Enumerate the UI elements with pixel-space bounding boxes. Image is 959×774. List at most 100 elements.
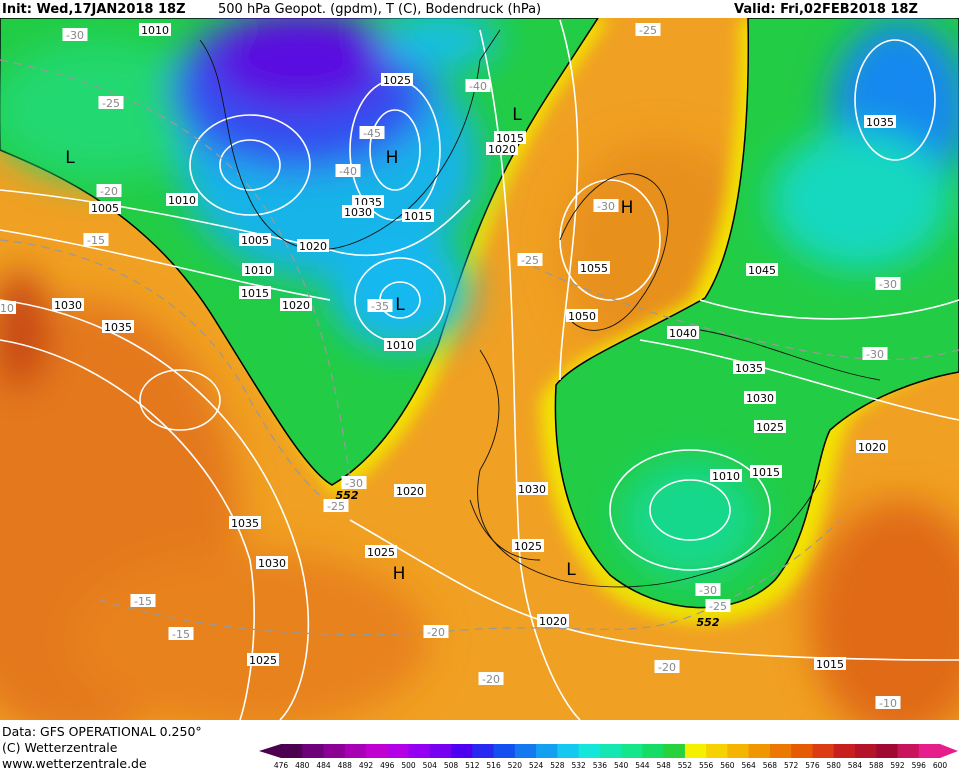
isobar-label: 1005: [91, 202, 119, 215]
colorbar: 476 480 484 488 492 496 500 504 508 512 516 520 524 5…: [259, 744, 958, 770]
isobar-label-box: [280, 298, 312, 311]
colorbar-cell: [918, 744, 941, 758]
colorbar-label: 500: [401, 761, 416, 770]
colorbar-cell: [302, 744, 325, 758]
colorbar-cell: [366, 744, 388, 758]
colorbar-label: 504: [423, 761, 438, 770]
isobar-label: 1005: [241, 234, 269, 247]
isobar-label-box: [394, 484, 426, 497]
init-time: Init: Wed,17JAN2018 18Z: [2, 2, 186, 17]
temperature-label-box: [423, 625, 449, 638]
colorbar-label: 596: [912, 761, 927, 770]
temperature-label-box: [695, 583, 721, 596]
isobar-label-box: [52, 298, 84, 311]
isobar-label-box: [139, 23, 171, 36]
temperature-label: -40: [469, 80, 487, 93]
temperature-label: -25: [327, 500, 345, 513]
isobar-label-box: [89, 201, 121, 214]
temperature-label-box: [705, 599, 731, 612]
isobar-label: 1020: [396, 485, 424, 498]
pressure-center: L: [65, 148, 75, 168]
isobar-label-box: [864, 115, 896, 128]
colorbar-end: [259, 744, 281, 758]
isobar-label: 1010: [712, 470, 740, 483]
isobar-label-box: [516, 482, 548, 495]
temperature-label: -20: [427, 626, 445, 639]
temperature-label-box: [168, 627, 194, 640]
isobar-label: 1035: [866, 116, 894, 129]
temperature-label: -30: [699, 584, 717, 597]
isobar-label-box: [239, 233, 271, 246]
isobar-label-box: [384, 338, 416, 351]
temperature-label: -45: [363, 127, 381, 140]
isobar-label-box: [667, 326, 699, 339]
map-title: 500 hPa Geopot. (gpdm), T (C), Bodendruc…: [218, 2, 541, 17]
temperature-label-box: [323, 499, 349, 512]
temperature-label-box: [593, 199, 619, 212]
isobar-label-box: [239, 286, 271, 299]
isobar-label: 1020: [539, 615, 567, 628]
colorbar-cell: [854, 744, 877, 758]
isobar-label: 1035: [735, 362, 763, 375]
isobar-label-box: [578, 261, 610, 274]
isobar-label: 1040: [669, 327, 697, 340]
colorbar-cell: [833, 744, 856, 758]
temperature-label-box: [98, 96, 124, 109]
isobar-label: 1015: [241, 287, 269, 300]
colorbar-cell: [812, 744, 835, 758]
isobar-label-box: [754, 420, 786, 433]
isobar-label: 1010: [386, 339, 414, 352]
colorbar-label: 524: [529, 761, 544, 770]
colorbar-label: 580: [827, 761, 842, 770]
isobar-label: 1035: [104, 321, 132, 334]
temperature-label: -40: [339, 165, 357, 178]
pressure-center: H: [621, 198, 634, 218]
colorbar-label: 476: [274, 761, 289, 770]
isobar-label: 1015: [496, 132, 524, 145]
isobar-label: 1020: [858, 441, 886, 454]
isobar-label-box: [566, 309, 598, 322]
colorbar-cell: [323, 744, 346, 758]
isobar-label-box: [494, 131, 526, 144]
temperature-label-box: [367, 299, 393, 312]
isobar-label: 1025: [383, 74, 411, 87]
temperature-label: -15: [87, 234, 105, 247]
isobar-label-box: [229, 516, 261, 529]
website: www.wetterzentrale.de: [2, 756, 147, 770]
colorbar-cell: [493, 744, 516, 758]
isobar-label-box: [102, 320, 134, 333]
contour-label: 552: [336, 489, 359, 502]
isobar-label: 1025: [249, 654, 277, 667]
copyright: (C) Wetterzentrale: [2, 740, 118, 755]
colorbar-cell: [897, 744, 920, 758]
colorbar-cell: [684, 744, 707, 758]
pressure-center: L: [566, 560, 576, 580]
temperature-label-box: [465, 79, 491, 92]
isobar-label-box: [710, 469, 742, 482]
isobar-label: 1035: [231, 517, 259, 530]
colorbar-label: 592: [890, 761, 905, 770]
isobar-label: 1020: [488, 143, 516, 156]
temperature-label-box: [96, 184, 122, 197]
isobar-label: 1015: [404, 210, 432, 223]
colorbar-label: 576: [805, 761, 820, 770]
isobar-label: 1050: [568, 310, 596, 323]
temperature-label: -30: [66, 29, 84, 42]
isobar-label: 1020: [299, 240, 327, 253]
temperature-label: -25: [709, 600, 727, 613]
pressure-center: H: [393, 564, 406, 584]
colorbar-cell: [663, 744, 686, 758]
isobar-label-box: [512, 539, 544, 552]
isobar-label: 1025: [756, 421, 784, 434]
colorbar-label: 508: [444, 761, 459, 770]
isobar-label-box: [242, 263, 274, 276]
colorbar-cell: [472, 744, 495, 758]
temperature-label: -20: [482, 673, 500, 686]
temperature-label-box: [478, 672, 504, 685]
colorbar-cell: [791, 744, 813, 758]
isobar-label-box: [247, 653, 279, 666]
isobar-label: 1020: [282, 299, 310, 312]
colorbar-label: 532: [571, 761, 586, 770]
colorbar-cell: [621, 744, 643, 758]
